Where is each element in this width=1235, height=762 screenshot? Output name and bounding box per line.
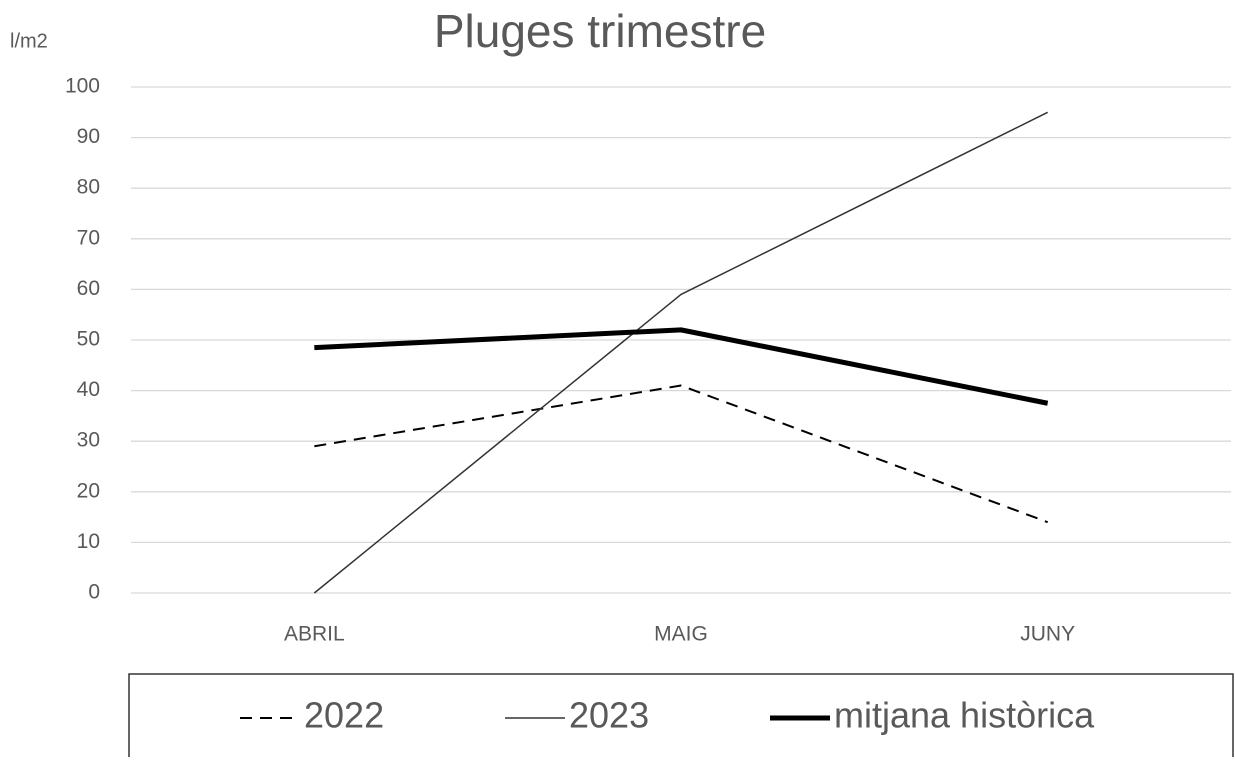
series-line [314, 327, 1049, 406]
y-tick-label: 100 [65, 75, 100, 98]
x-tick-label: JUNY [1020, 623, 1075, 646]
y-tick-label: 10 [77, 530, 100, 553]
y-tick-label: 40 [77, 378, 100, 401]
legend-label: 2023 [569, 695, 649, 736]
y-tick-label: 0 [88, 581, 100, 604]
series-line [314, 384, 1049, 524]
x-tick-label: ABRIL [284, 623, 345, 646]
y-tick-label: 70 [77, 226, 100, 249]
series-line [313, 111, 1049, 594]
x-tick-label: MAIG [654, 623, 708, 646]
y-tick-label: 50 [77, 328, 100, 351]
y-axis-label: l/m2 [10, 30, 48, 52]
y-tick-label: 20 [77, 479, 100, 502]
legend-label: 2022 [304, 695, 384, 736]
legend-box [128, 673, 1234, 757]
chart-title: Pluges trimestre [434, 5, 766, 57]
y-tick-label: 90 [77, 125, 100, 148]
y-tick-label: 80 [77, 176, 100, 199]
legend-label: mitjana històrica [834, 695, 1095, 736]
y-tick-label: 30 [77, 429, 100, 452]
y-tick-label: 60 [77, 277, 100, 300]
